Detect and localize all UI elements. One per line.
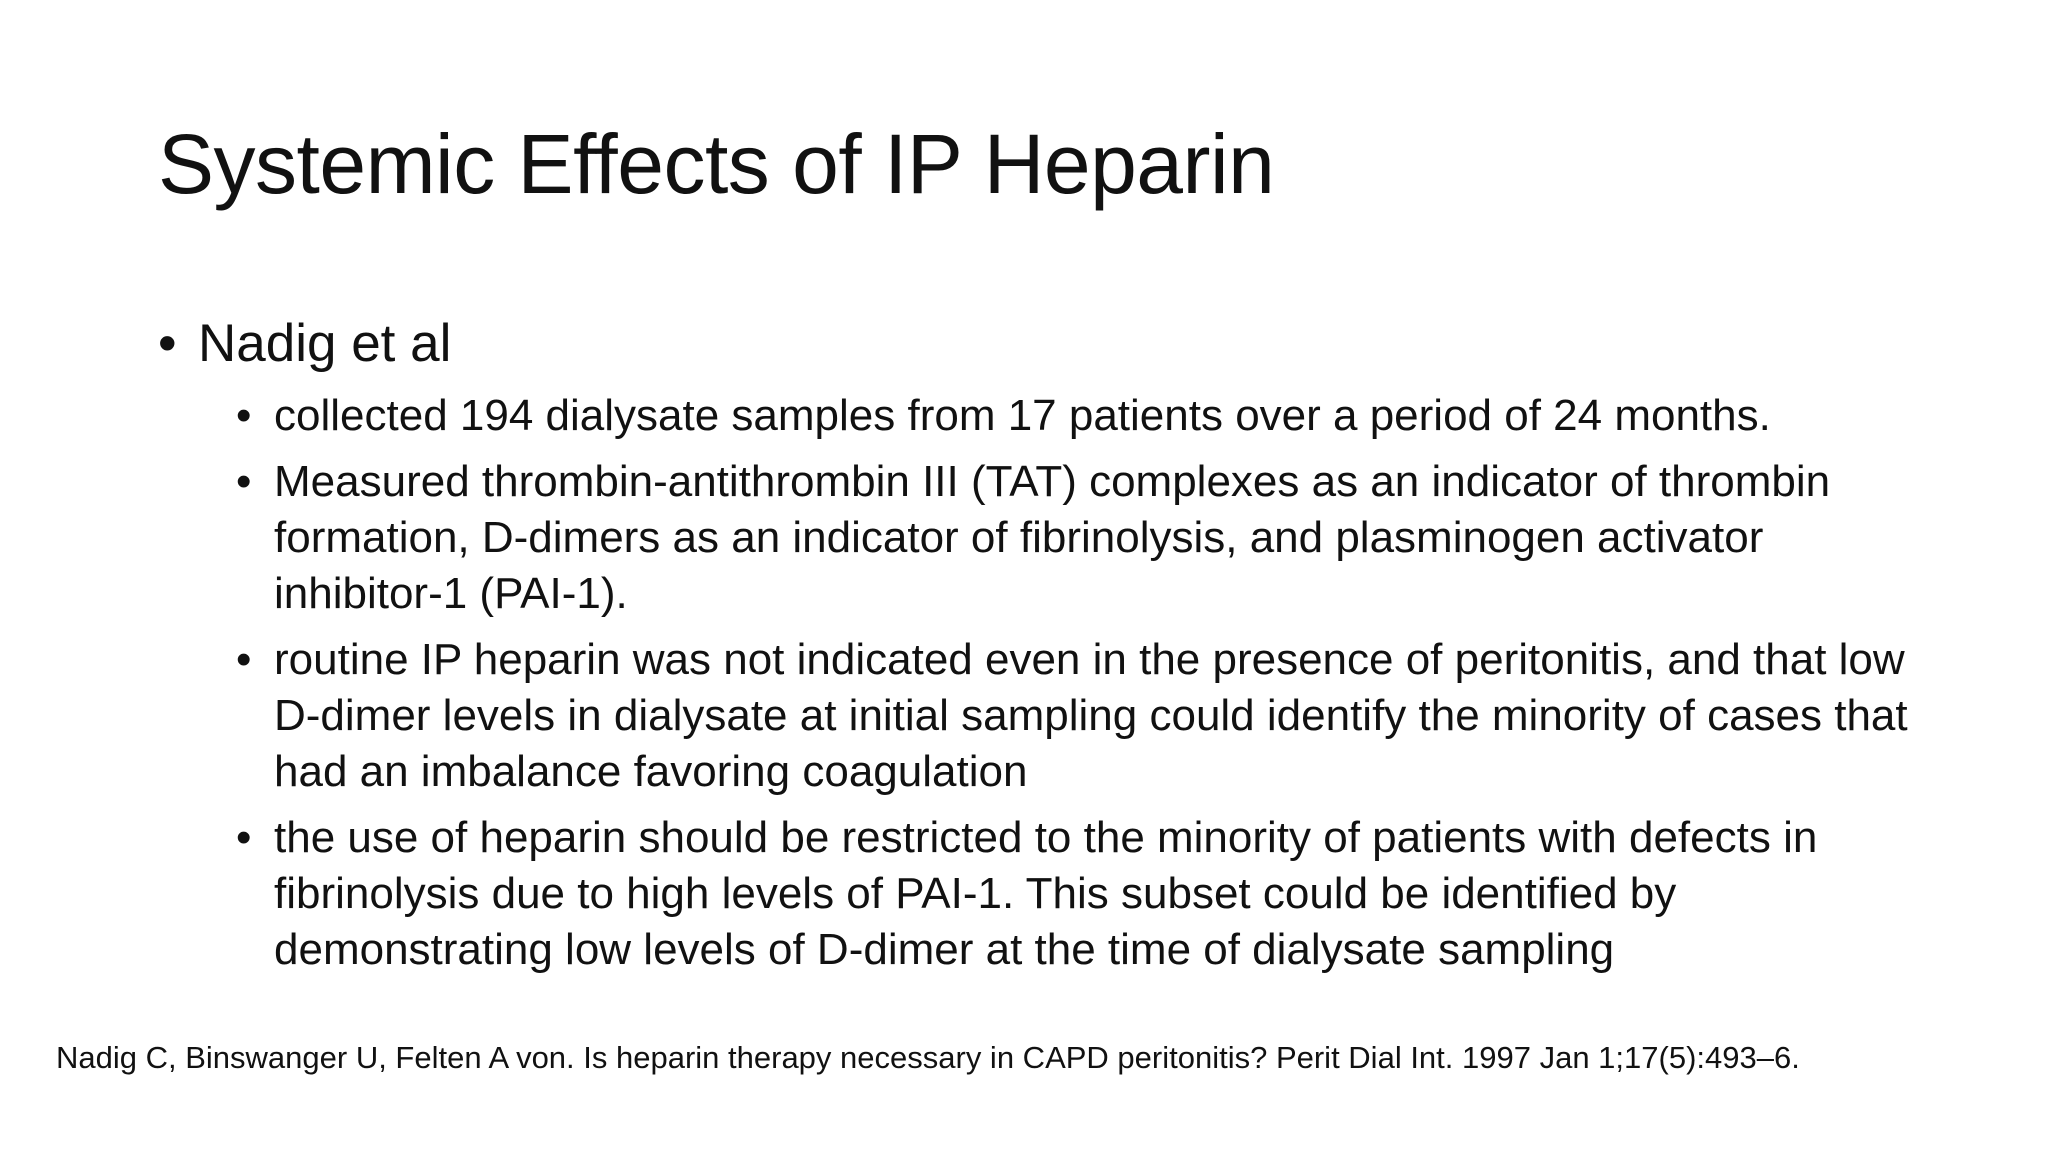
sub-bullet-item: • collected 194 dialysate samples from 1…	[236, 388, 1934, 444]
slide-body: • Nadig et al • collected 194 dialysate …	[158, 312, 1988, 988]
sub-point-text: routine IP heparin was not indicated eve…	[274, 634, 1908, 796]
bullet-icon: •	[236, 390, 252, 440]
sub-point-text: collected 194 dialysate samples from 17 …	[274, 390, 1771, 440]
main-point-text: Nadig et al	[198, 314, 452, 373]
sub-bullet-list: • collected 194 dialysate samples from 1…	[236, 388, 1988, 978]
bullet-icon: •	[236, 456, 252, 506]
sub-bullet-item: • the use of heparin should be restricte…	[236, 810, 1934, 978]
citation: Nadig C, Binswanger U, Felten A von. Is …	[56, 1040, 1800, 1075]
slide-title: Systemic Effects of IP Heparin	[158, 117, 1275, 211]
sub-point-text: Measured thrombin-antithrombin III (TAT)…	[274, 456, 1831, 618]
bullet-icon: •	[236, 812, 252, 862]
sub-bullet-item: • Measured thrombin-antithrombin III (TA…	[236, 454, 1934, 622]
bullet-level1: • Nadig et al	[158, 312, 1988, 376]
bullet-icon: •	[158, 314, 177, 373]
bullet-icon: •	[236, 634, 252, 684]
sub-point-text: the use of heparin should be restricted …	[274, 812, 1818, 974]
sub-bullet-item: • routine IP heparin was not indicated e…	[236, 632, 1934, 800]
